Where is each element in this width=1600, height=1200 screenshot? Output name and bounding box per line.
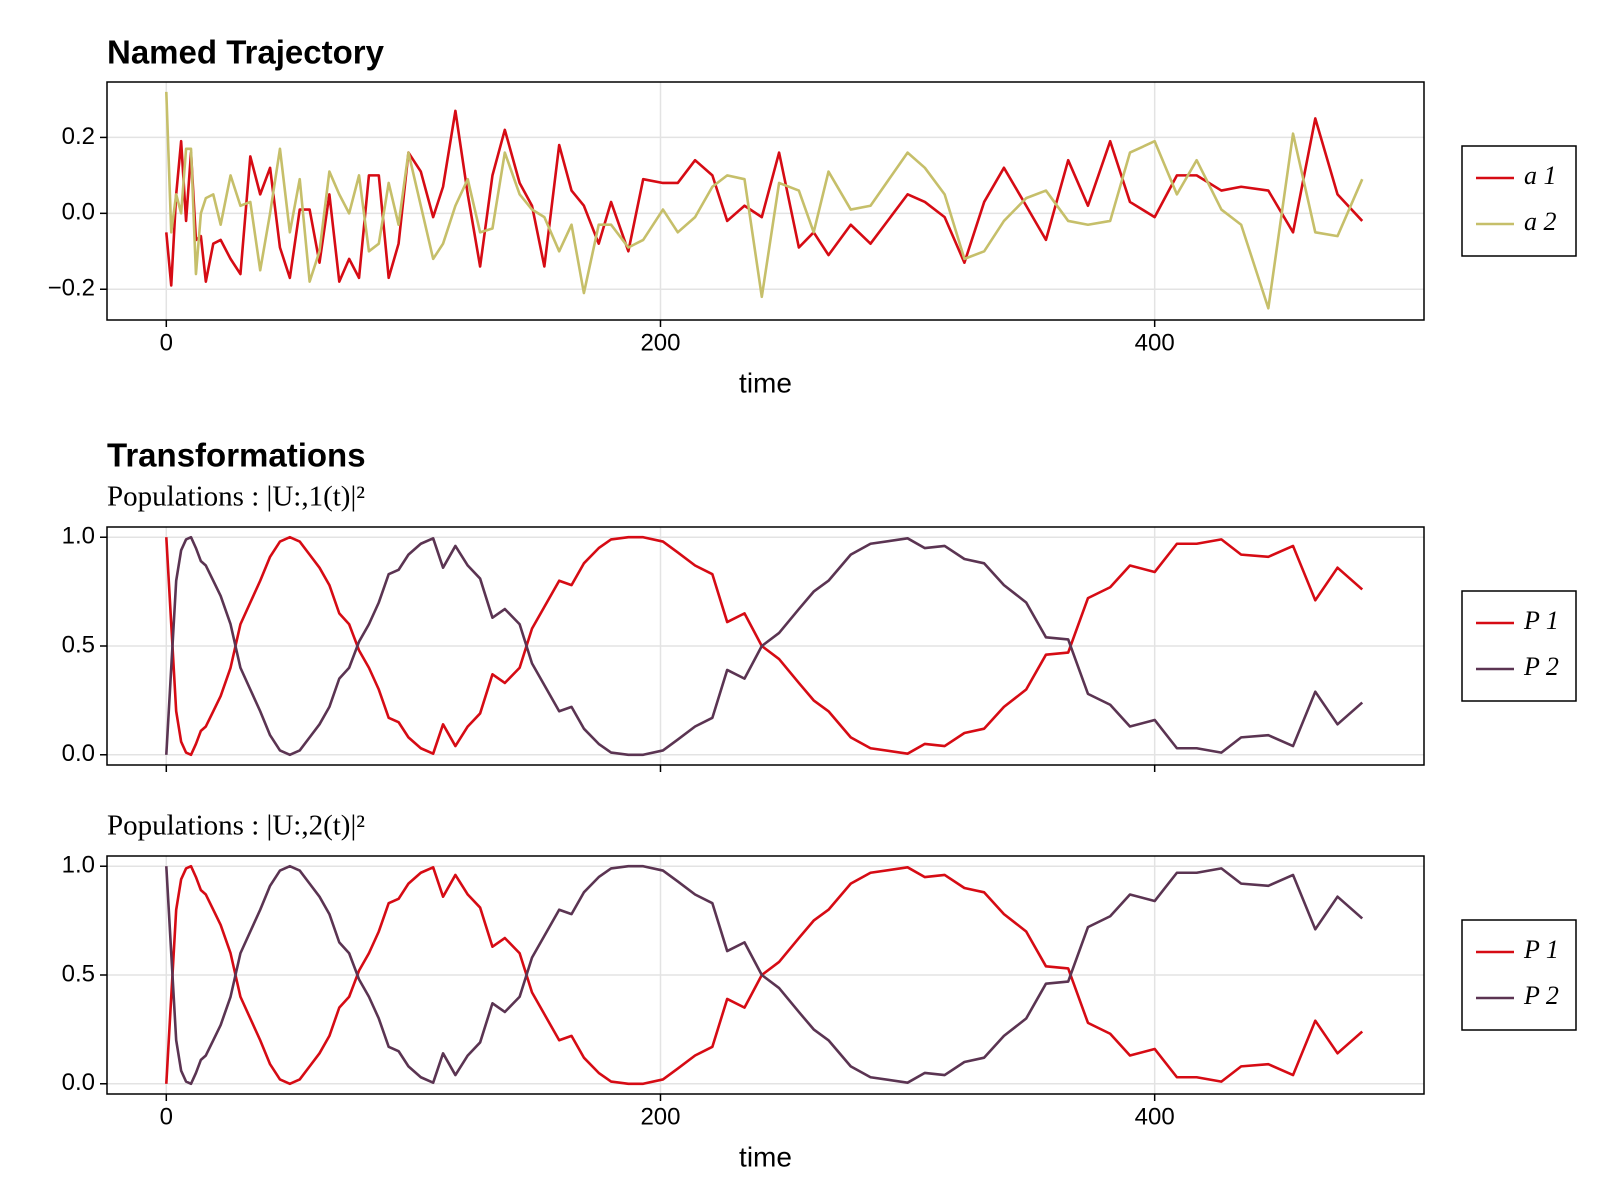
x-tick-label: 400 <box>1135 329 1175 356</box>
y-tick-label: 1.0 <box>62 852 95 879</box>
series-line <box>165 864 1364 1086</box>
series-line <box>165 91 1364 310</box>
y-tick-label: 1.0 <box>62 523 95 550</box>
plot-frame <box>106 855 1425 1095</box>
y-tick-label: 0.5 <box>62 960 95 987</box>
plot-frame <box>106 81 1425 321</box>
y-tick-label: 0.2 <box>62 123 95 150</box>
y-tick-label: 0.0 <box>62 740 95 767</box>
x-tick-label: 400 <box>1135 1103 1175 1130</box>
legend-label: P 2 <box>1523 981 1559 1010</box>
x-tick-label: 0 <box>160 329 173 356</box>
x-axis-label: time <box>739 1141 792 1172</box>
chart-title: Transformations <box>107 437 366 474</box>
panel: Populations : |U:,2(t)|² 0.0 0.5 1.0 0 200 400… <box>62 810 1577 1172</box>
legend-label: P 1 <box>1523 606 1559 635</box>
x-tick-label: 200 <box>640 329 680 356</box>
legend-box <box>1461 590 1577 702</box>
panel: Transformations Populations : |U:,1(t)|² 0… <box>62 437 1577 772</box>
panel: Named Trajectory −0.2 0.0 0.2 0 200 400 time a 1… <box>48 34 1577 398</box>
y-tick-label: 0.0 <box>62 1069 95 1096</box>
series-line <box>165 109 1364 287</box>
legend-label: P 2 <box>1523 652 1559 681</box>
legend-label: P 1 <box>1523 935 1559 964</box>
y-tick-label: −0.2 <box>48 275 95 302</box>
legend-box <box>1461 145 1577 257</box>
x-axis-label: time <box>739 367 792 398</box>
legend-label: a 2 <box>1524 207 1557 236</box>
series-line <box>165 535 1364 757</box>
legend-label: a 1 <box>1524 161 1557 190</box>
x-tick-label: 200 <box>640 1103 680 1130</box>
legend-box <box>1461 919 1577 1031</box>
x-tick-label: 0 <box>160 1103 173 1130</box>
series-line <box>165 535 1364 757</box>
chart-title: Named Trajectory <box>107 34 385 71</box>
chart-subtitle: Populations : |U:,2(t)|² <box>107 810 365 842</box>
y-tick-label: 0.5 <box>62 631 95 658</box>
chart-subtitle: Populations : |U:,1(t)|² <box>107 481 365 513</box>
y-tick-label: 0.0 <box>62 199 95 226</box>
plot-frame <box>106 526 1425 766</box>
series-line <box>165 864 1364 1086</box>
